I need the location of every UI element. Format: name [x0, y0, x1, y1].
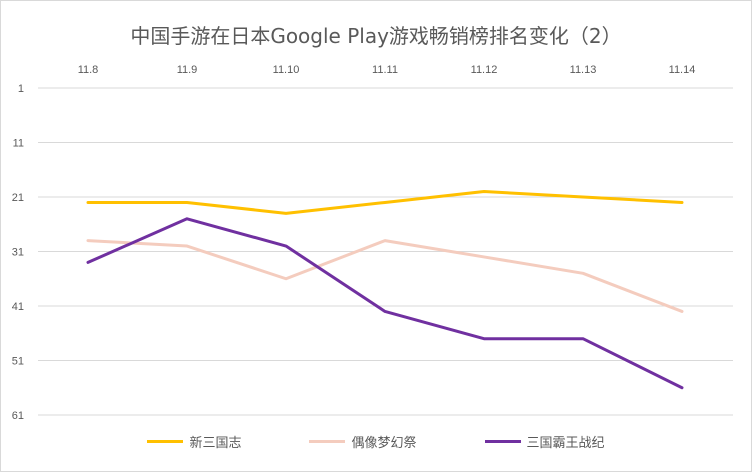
- legend-item-series-2: 偶像梦幻祭: [309, 432, 417, 451]
- legend-label: 三国霸王战纪: [526, 436, 605, 451]
- x-tick-labels: 11.8 11.9 11.10 11.11 11.12 11.13 11.14: [78, 64, 696, 76]
- x-tick-label: 11.10: [273, 64, 300, 76]
- chart-title: 中国手游在日本Google Play游戏畅销榜排名变化（2）: [130, 24, 622, 48]
- legend-label: 新三国志: [189, 436, 242, 451]
- series-line-1: [86, 190, 684, 215]
- series-line-3: [86, 217, 684, 390]
- series-lines: [86, 190, 684, 390]
- legend-swatch: [484, 440, 521, 443]
- y-tick-label: 1: [18, 83, 24, 95]
- y-tick-label: 11: [13, 138, 24, 150]
- y-tick-label: 61: [12, 410, 24, 422]
- x-tick-label: 11.14: [669, 64, 696, 76]
- legend-item-series-1: 新三国志: [147, 432, 241, 451]
- y-tick-label: 41: [12, 301, 24, 313]
- series-line-2: [86, 239, 684, 313]
- legend-swatch: [309, 440, 346, 443]
- y-tick-label: 21: [12, 192, 24, 204]
- legend-label: 偶像梦幻祭: [351, 436, 417, 451]
- x-tick-label: 11.8: [78, 64, 99, 76]
- legend-swatch: [147, 440, 184, 443]
- legend: 新三国志 偶像梦幻祭 三国霸王战纪: [0, 432, 752, 451]
- legend-item-series-3: 三国霸王战纪: [484, 432, 605, 451]
- x-tick-label: 11.9: [177, 64, 198, 76]
- x-tick-label: 11.13: [570, 64, 597, 76]
- grid-lines: [38, 87, 733, 416]
- x-tick-label: 11.12: [471, 64, 498, 76]
- y-tick-label: 31: [12, 247, 24, 259]
- x-tick-label: 11.11: [372, 64, 398, 76]
- y-tick-label: 51: [12, 356, 24, 368]
